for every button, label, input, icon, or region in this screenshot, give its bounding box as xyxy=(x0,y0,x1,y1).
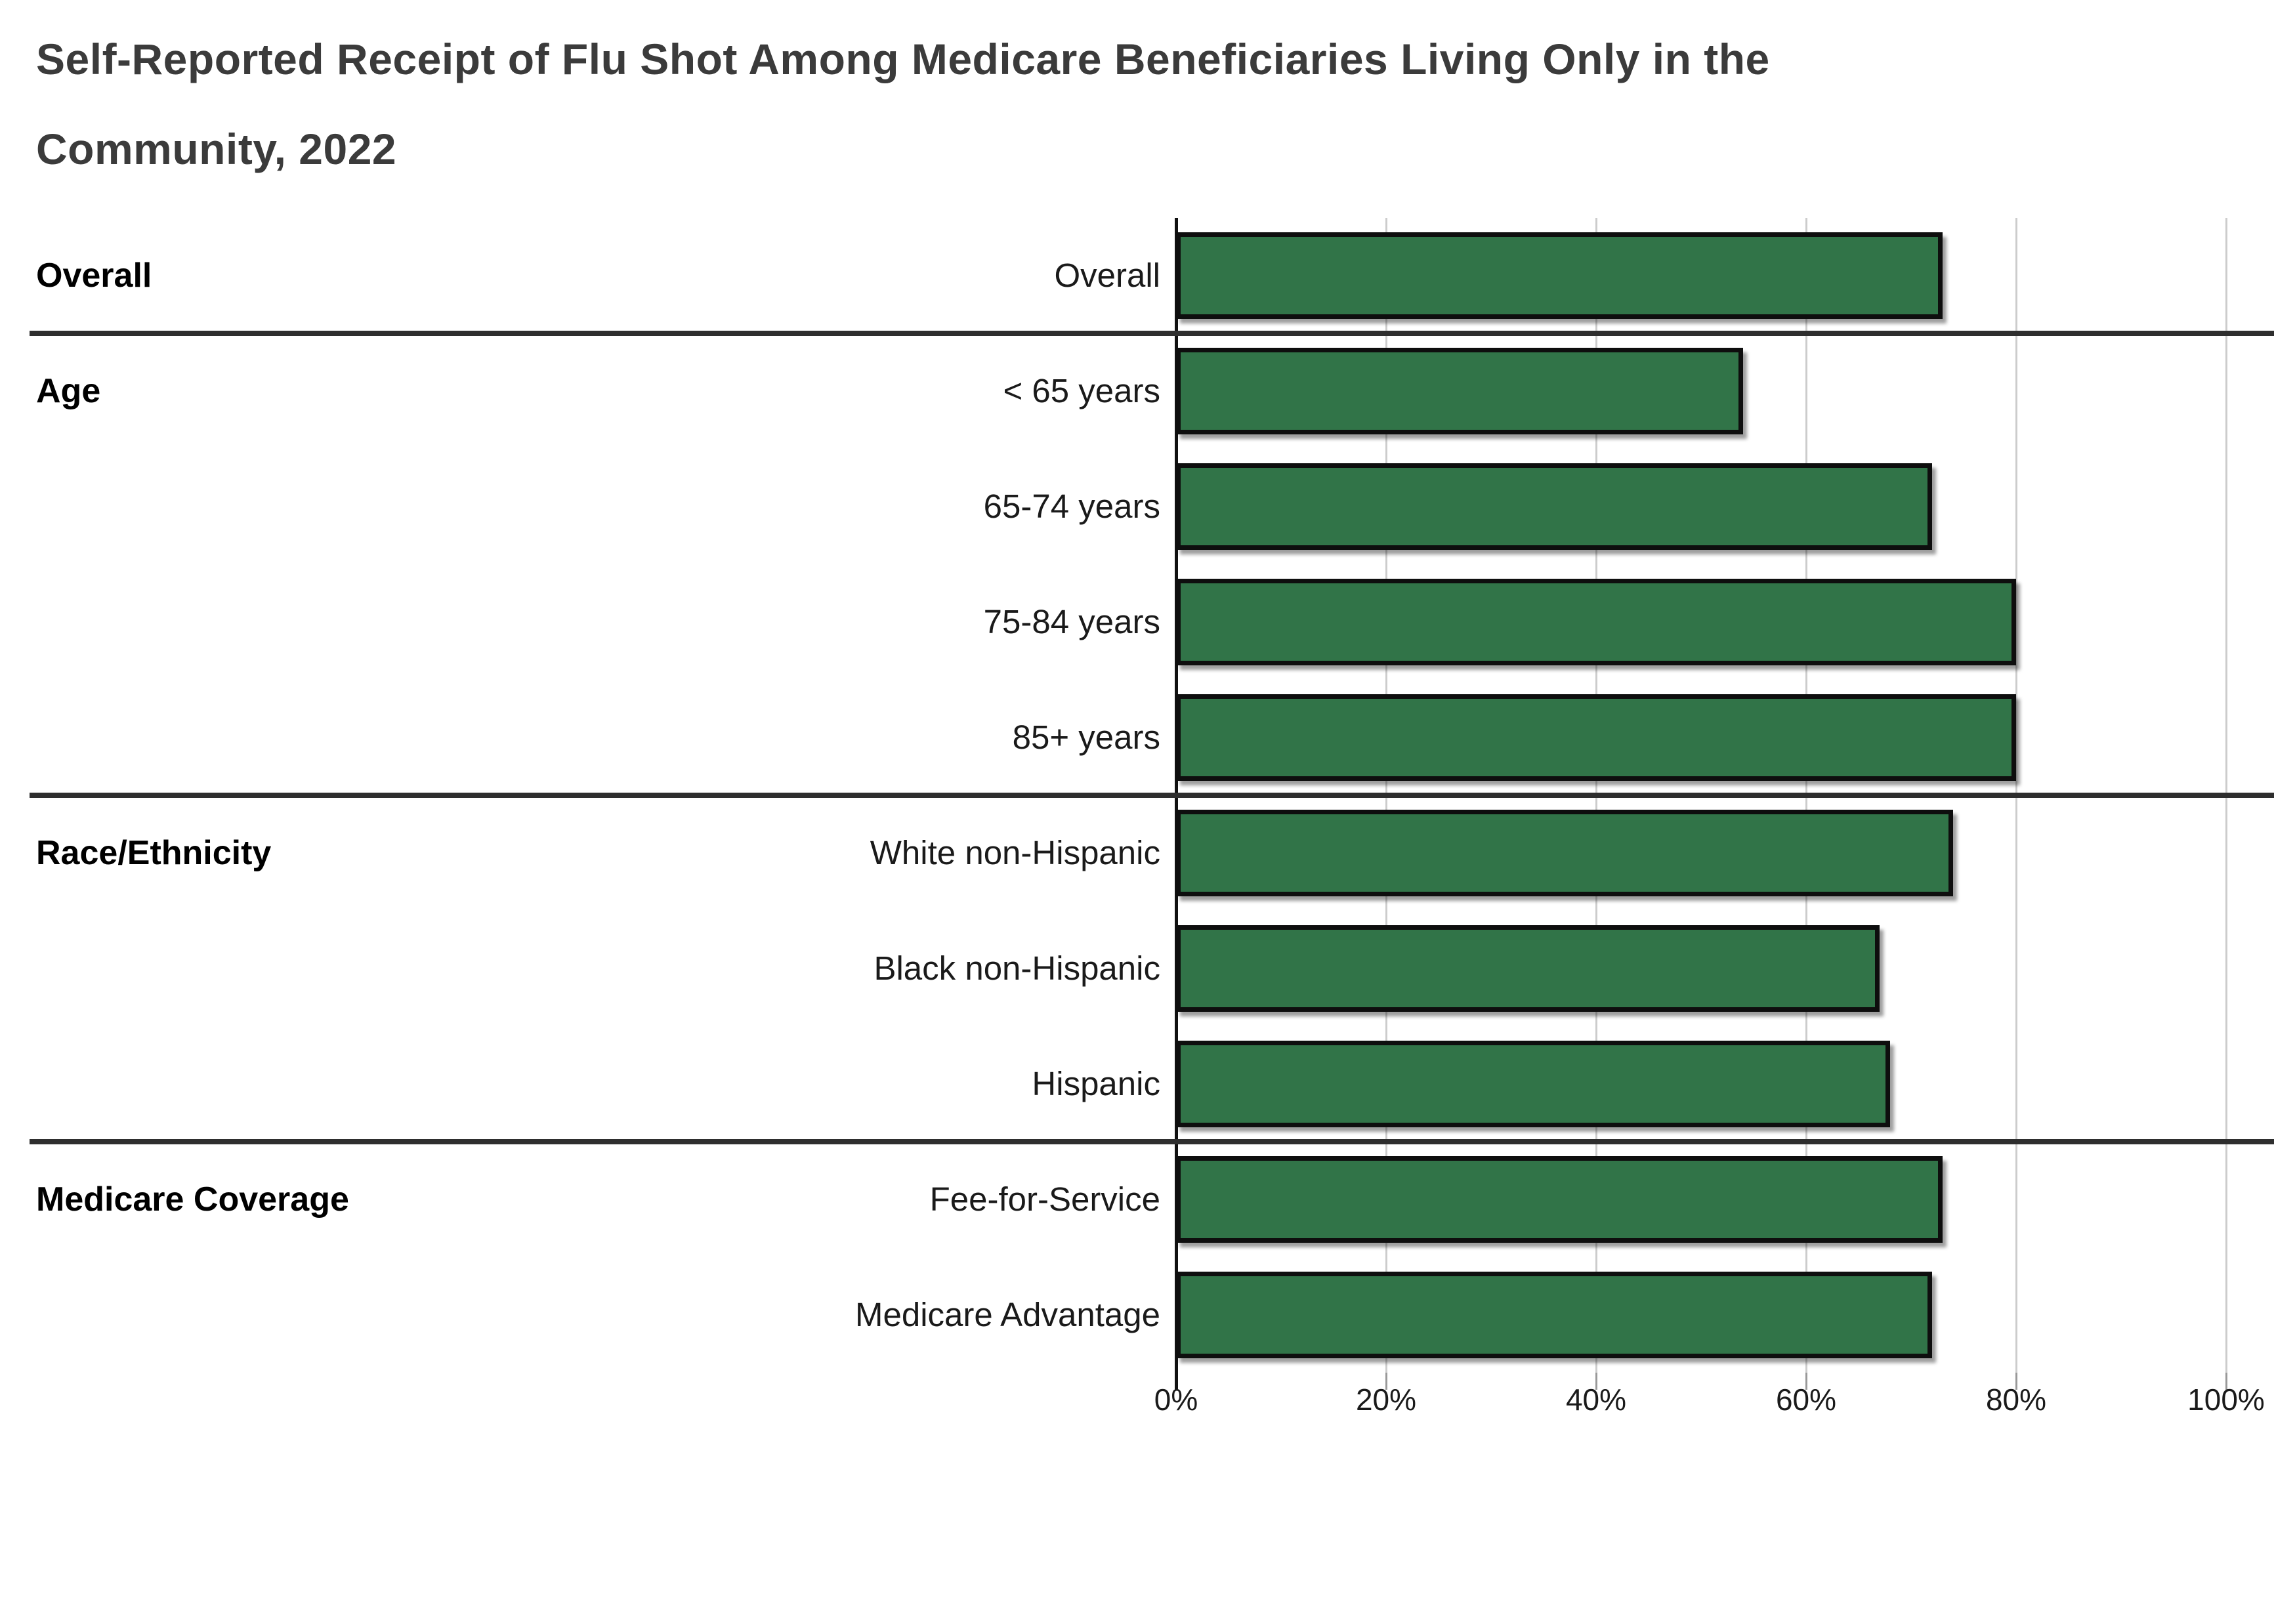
group-label-overall: Overall xyxy=(36,257,152,295)
x-tick-label-20: 20% xyxy=(1355,1383,1417,1417)
bar xyxy=(1176,348,1743,434)
x-tick-60 xyxy=(1805,1373,1807,1390)
bar-row-85-plus: 85+ years xyxy=(0,680,2274,795)
bar-row-fee-for-service: Fee-for-Service xyxy=(0,1142,2274,1257)
x-tick-80 xyxy=(2015,1373,2017,1390)
bar xyxy=(1176,579,2016,665)
bar xyxy=(1176,810,1953,896)
bar-row-75-84: 75-84 years xyxy=(0,564,2274,680)
bar xyxy=(1176,232,1943,319)
row-label: Hispanic xyxy=(1032,1065,1160,1102)
x-tick-20 xyxy=(1385,1373,1387,1390)
section-divider-race-coverage xyxy=(30,1139,2274,1144)
row-label: 85+ years xyxy=(1012,718,1160,756)
row-label: Overall xyxy=(1054,257,1160,294)
row-label: Fee-for-Service xyxy=(929,1180,1160,1218)
row-label: 65-74 years xyxy=(983,488,1160,525)
section-divider-age-race xyxy=(30,793,2274,798)
bar xyxy=(1176,1272,1932,1358)
x-tick-label-80: 80% xyxy=(1985,1383,2047,1417)
bar-row-hispanic: Hispanic xyxy=(0,1026,2274,1142)
bar-row-overall: Overall xyxy=(0,218,2274,333)
row-label: Black non-Hispanic xyxy=(874,949,1160,987)
row-label: 75-84 years xyxy=(983,603,1160,640)
bar xyxy=(1176,925,1880,1012)
row-label: Medicare Advantage xyxy=(855,1296,1160,1333)
bar xyxy=(1176,463,1932,550)
group-label-medicare-coverage: Medicare Coverage xyxy=(36,1180,349,1218)
bar-row-65-74: 65-74 years xyxy=(0,449,2274,564)
bar-row-white-non-hispanic: White non-Hispanic xyxy=(0,795,2274,911)
bar-row-black-non-hispanic: Black non-Hispanic xyxy=(0,911,2274,1026)
x-tick-label-0: 0% xyxy=(1154,1383,1198,1417)
x-tick-100 xyxy=(2225,1373,2227,1390)
group-label-age: Age xyxy=(36,372,101,410)
bar xyxy=(1176,1041,1890,1127)
bar-row-medicare-advantage: Medicare Advantage xyxy=(0,1257,2274,1373)
group-label-race-ethnicity: Race/Ethnicity xyxy=(36,834,272,872)
bar-row-under-65: < 65 years xyxy=(0,333,2274,449)
row-label: White non-Hispanic xyxy=(870,834,1160,871)
row-label: < 65 years xyxy=(1003,372,1160,409)
x-tick-40 xyxy=(1595,1373,1597,1390)
x-tick-label-40: 40% xyxy=(1565,1383,1627,1417)
page-title-line-2: Community, 2022 xyxy=(36,125,397,173)
page-title-line-1: Self-Reported Receipt of Flu Shot Among … xyxy=(36,35,1770,83)
bar xyxy=(1176,1156,1943,1243)
y-axis-line xyxy=(1175,218,1178,1390)
x-tick-label-100: 100% xyxy=(2187,1383,2265,1417)
x-tick-label-60: 60% xyxy=(1775,1383,1837,1417)
bar xyxy=(1176,694,2016,781)
section-divider-overall-age xyxy=(30,331,2274,336)
page-title: Self-Reported Receipt of Flu Shot Among … xyxy=(36,14,2241,194)
